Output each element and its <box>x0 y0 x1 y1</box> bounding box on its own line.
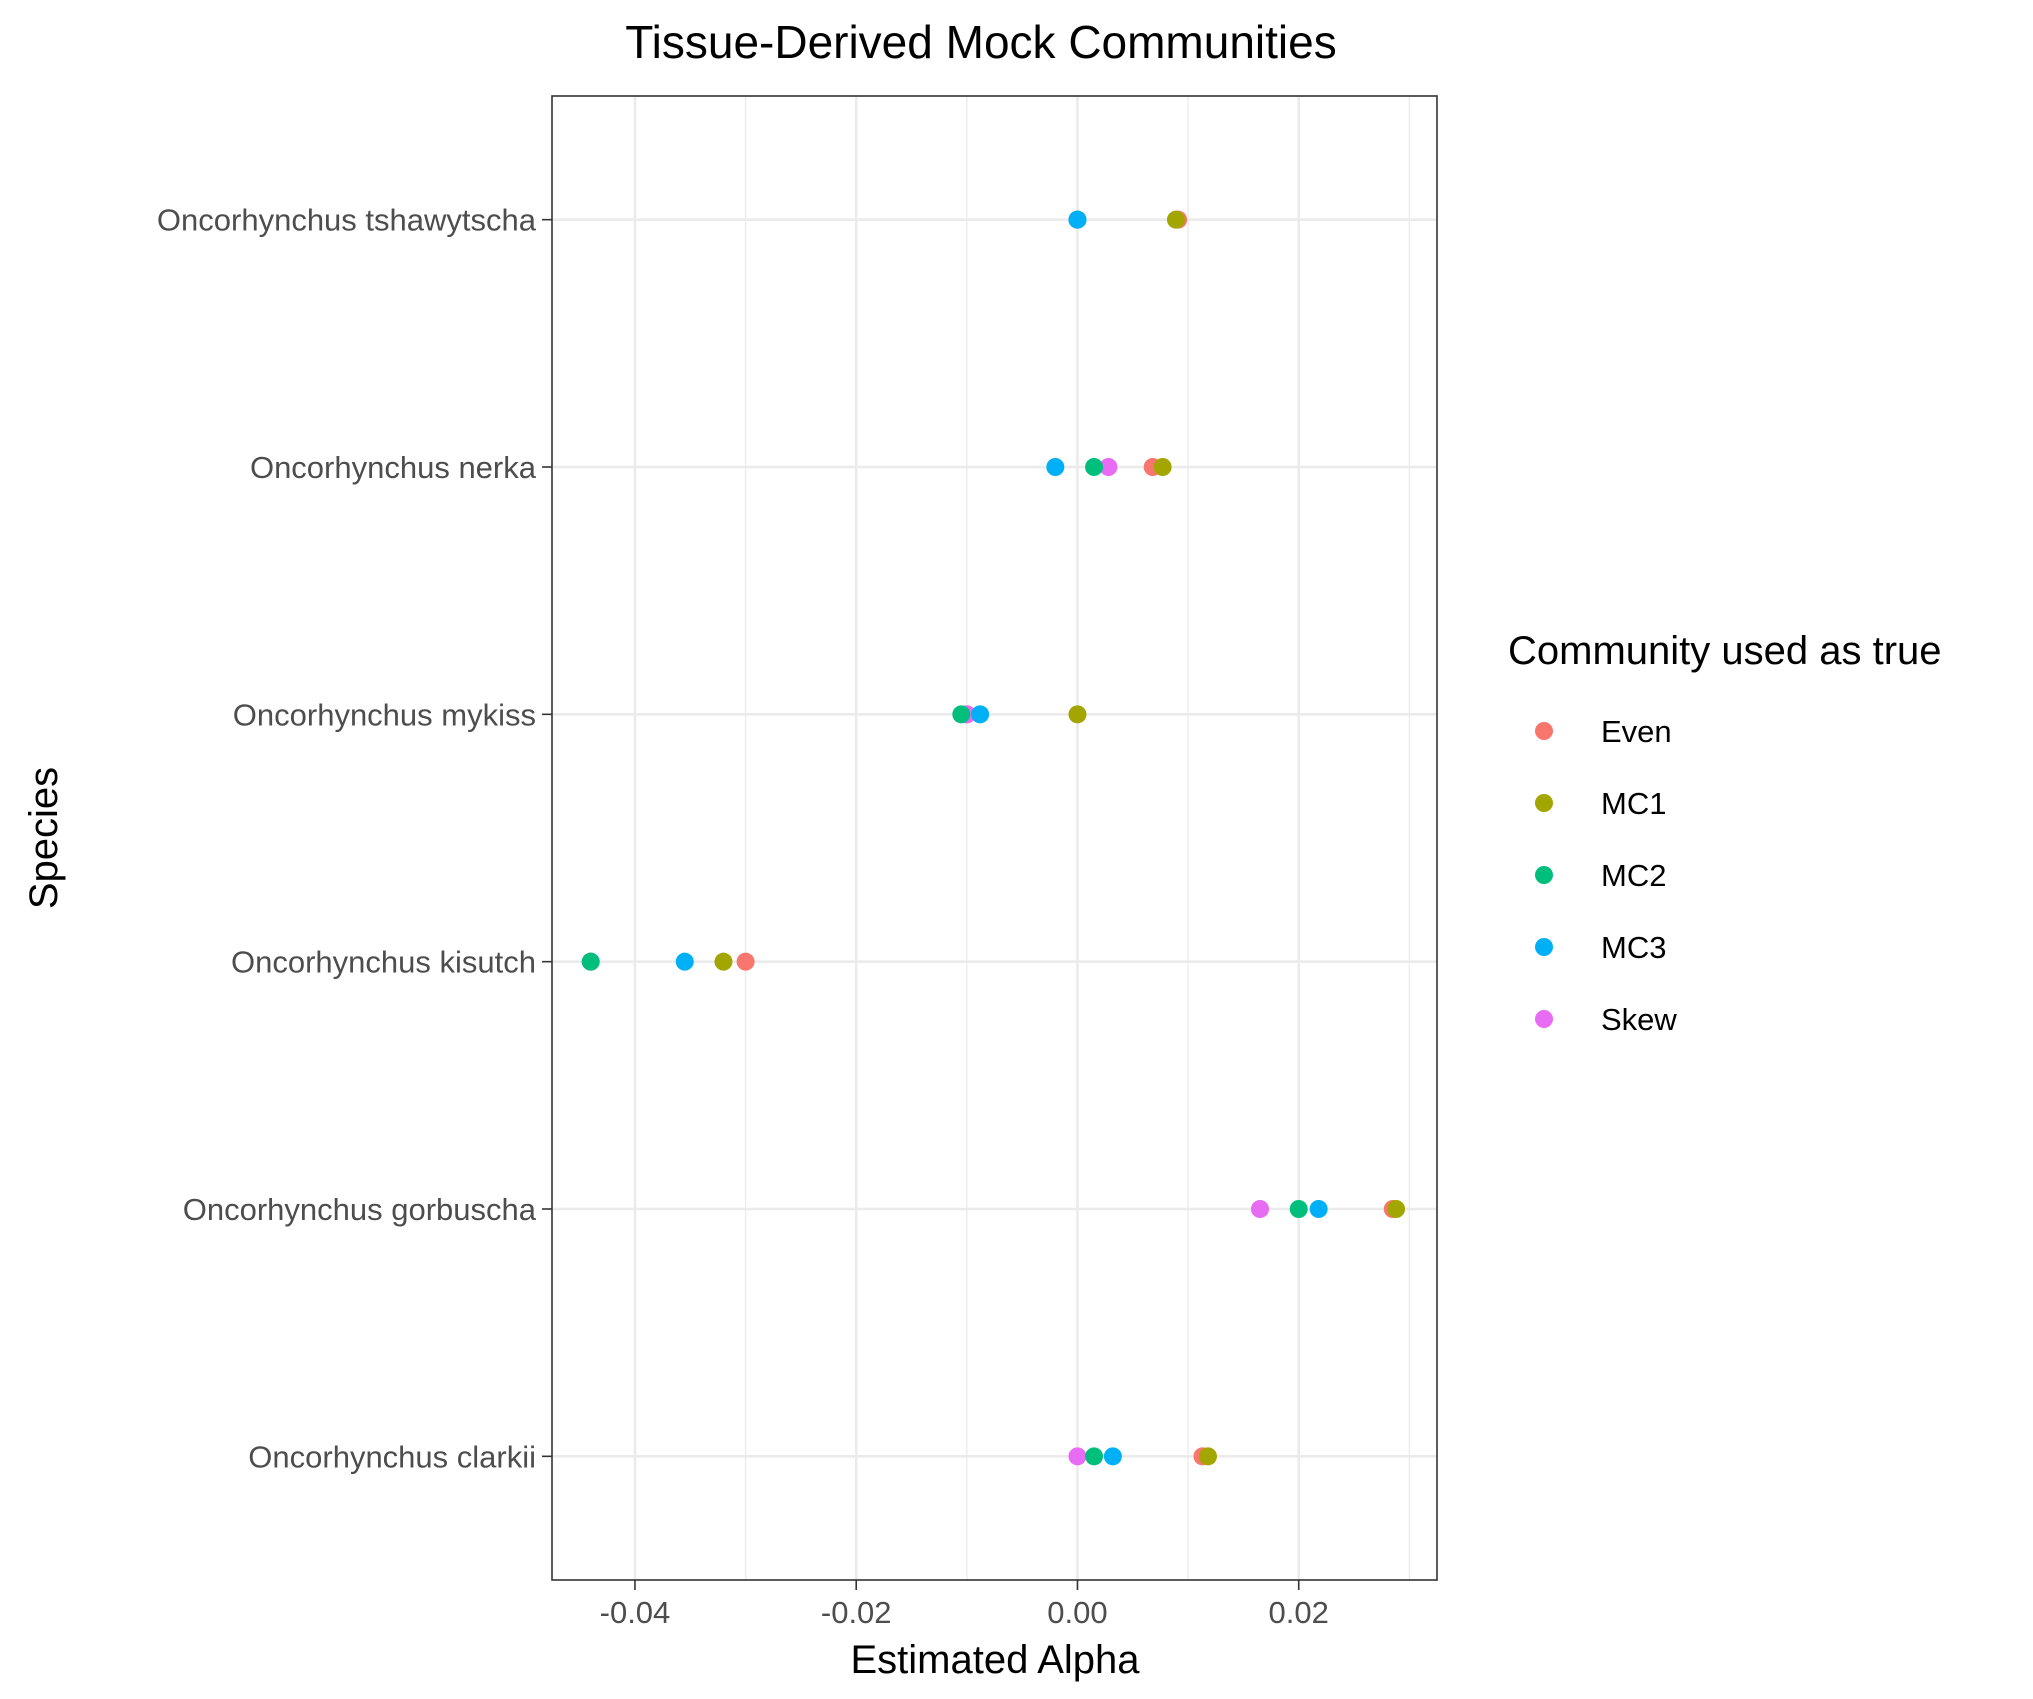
legend-label-mc3: MC3 <box>1601 930 1666 965</box>
y-tick-label: Oncorhynchus tshawytscha <box>157 203 537 238</box>
point-mc2-2 <box>581 952 600 971</box>
legend-key-even <box>1535 722 1553 740</box>
point-mc3-2 <box>675 952 694 971</box>
point-mc2-0 <box>1085 1447 1104 1466</box>
legend-key-skew <box>1535 1010 1553 1028</box>
major-gridlines <box>552 96 1437 1580</box>
data-points <box>581 210 1406 1466</box>
legend-items: Even MC1 MC2 MC3 Skew <box>1535 714 1677 1037</box>
point-mc1-0 <box>1199 1447 1218 1466</box>
point-mc3-5 <box>1068 210 1087 229</box>
plot-border <box>551 95 1438 1581</box>
y-tick-label: Oncorhynchus gorbuscha <box>183 1192 537 1227</box>
legend: Community used as true Even MC1 MC2 MC3 Skew <box>1508 629 1942 1037</box>
point-mc1-2 <box>714 952 733 971</box>
y-tick-label: Oncorhynchus kisutch <box>231 945 536 980</box>
point-skew-0 <box>1068 1447 1087 1466</box>
point-mc2-3 <box>952 705 971 724</box>
legend-key-mc2 <box>1535 866 1553 884</box>
y-axis-ticks: Oncorhynchus clarkii Oncorhynchus gorbusc… <box>157 203 552 1474</box>
x-tick-label: 0.02 <box>1269 1595 1329 1630</box>
legend-title: Community used as true <box>1508 629 1942 673</box>
legend-label-even: Even <box>1601 714 1672 749</box>
legend-label-mc2: MC2 <box>1601 858 1666 893</box>
point-skew-1 <box>1251 1200 1269 1218</box>
point-mc1-5 <box>1166 210 1185 229</box>
x-axis-title: Estimated Alpha <box>850 1638 1140 1682</box>
point-mc1-1 <box>1387 1200 1406 1218</box>
minor-gridlines <box>744 96 1410 1580</box>
y-tick-label: Oncorhynchus mykiss <box>233 697 536 732</box>
x-axis-ticks: -0.04 -0.02 0.00 0.02 <box>600 1580 1329 1630</box>
point-mc3-3 <box>971 705 990 724</box>
chart-title: Tissue-Derived Mock Communities <box>625 16 1336 68</box>
point-even-2 <box>736 952 755 971</box>
legend-key-mc3 <box>1535 938 1553 956</box>
point-mc3-4 <box>1046 458 1065 476</box>
point-mc3-0 <box>1103 1447 1122 1466</box>
point-mc2-4 <box>1085 458 1104 476</box>
legend-label-mc1: MC1 <box>1601 786 1666 821</box>
point-mc1-4 <box>1153 458 1172 476</box>
legend-key-mc1 <box>1535 794 1553 812</box>
x-tick-label: 0.00 <box>1047 1595 1107 1630</box>
point-skew-4 <box>1099 458 1118 476</box>
x-tick-label: -0.04 <box>600 1595 671 1630</box>
point-mc3-1 <box>1309 1200 1328 1218</box>
point-mc2-1 <box>1289 1200 1308 1218</box>
plot-background <box>552 96 1437 1580</box>
x-tick-label: -0.02 <box>821 1595 892 1630</box>
legend-label-skew: Skew <box>1601 1002 1677 1037</box>
y-axis-title: Species <box>22 767 66 909</box>
y-tick-label: Oncorhynchus nerka <box>250 450 537 485</box>
y-tick-label: Oncorhynchus clarkii <box>248 1439 536 1474</box>
point-mc1-3 <box>1068 705 1087 724</box>
